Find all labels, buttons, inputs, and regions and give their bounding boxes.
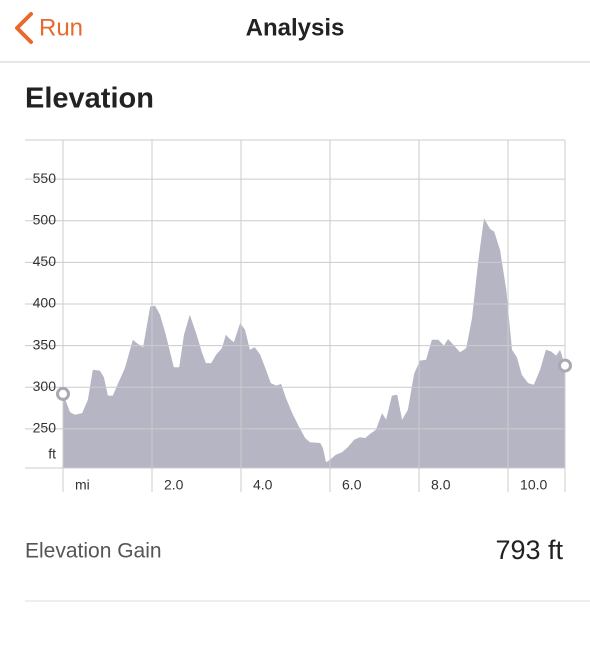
x-tick-label: 4.0: [253, 477, 273, 493]
stat-label: Elevation Gain: [25, 540, 162, 563]
y-tick-label: 500: [33, 211, 57, 227]
back-chevron[interactable]: [15, 12, 33, 44]
start-marker: [56, 386, 70, 401]
y-tick-label: 450: [33, 253, 57, 269]
section-title: Elevation: [25, 83, 154, 115]
y-tick-label: 300: [33, 378, 57, 394]
elevation-area: [63, 218, 565, 468]
x-tick-label: 2.0: [164, 477, 184, 493]
end-marker: [558, 358, 572, 373]
x-axis-label: mi: [75, 477, 90, 493]
chart: 250 300 350 400 450 500 550 2.0 4.0 6.0 8.0 10.0 mi f…: [25, 139, 572, 493]
y-tick-label: 350: [33, 336, 57, 352]
y-tick-label: 550: [33, 170, 57, 186]
x-tick-label: 6.0: [342, 477, 362, 493]
nav-title: Analysis: [246, 14, 345, 41]
x-tick-label: 8.0: [431, 477, 451, 493]
y-tick-label: 400: [33, 295, 57, 311]
stat-value: 793 ft: [495, 535, 563, 565]
y-tick-label: 250: [33, 420, 57, 436]
y-axis-label: ft: [48, 446, 56, 462]
back-button[interactable]: Run: [39, 14, 83, 41]
x-tick-label: 10.0: [520, 477, 547, 493]
